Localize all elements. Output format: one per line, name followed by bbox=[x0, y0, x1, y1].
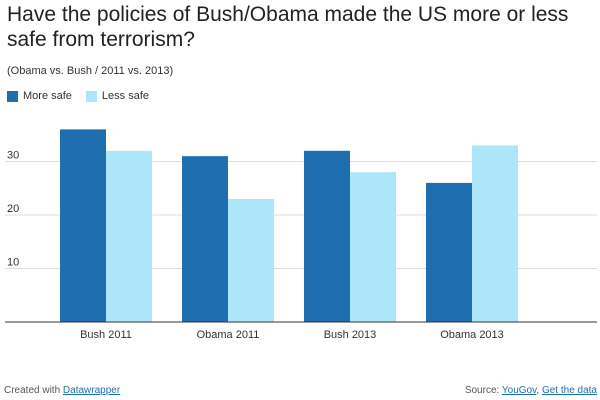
get-data-link[interactable]: Get the data bbox=[541, 385, 597, 396]
legend-label-less-safe: Less safe bbox=[101, 90, 150, 102]
bar-more-safe-bush-2011 bbox=[60, 129, 106, 322]
legend-label-more-safe: More safe bbox=[23, 90, 72, 102]
legend-swatch-more-safe bbox=[7, 90, 18, 102]
legend: More safe Less safe bbox=[7, 90, 163, 102]
legend-swatch-less-safe bbox=[85, 90, 97, 102]
legend-item-more-safe: More safe bbox=[7, 90, 72, 102]
bar-less-safe-bush-2013 bbox=[350, 172, 396, 322]
x-tick-label: Bush 2011 bbox=[80, 329, 132, 341]
footer-created-prefix: Created with bbox=[4, 385, 61, 396]
y-tick-label-30: 30 bbox=[7, 150, 19, 162]
source-link[interactable]: YouGov bbox=[501, 385, 537, 396]
chart-title: Have the policies of Bush/Obama made the… bbox=[7, 3, 569, 51]
footer-credit: Created with Datawrapper bbox=[4, 385, 120, 396]
x-tick-label: Obama 2013 bbox=[440, 329, 504, 341]
y-tick-label-10: 10 bbox=[7, 257, 19, 269]
legend-item-less-safe: Less safe bbox=[85, 90, 150, 102]
x-tick-label: Obama 2011 bbox=[197, 329, 260, 341]
bar-less-safe-bush-2011 bbox=[106, 150, 152, 322]
datawrapper-link[interactable]: Datawrapper bbox=[62, 385, 121, 396]
chart-subtitle: (Obama vs. Bush / 2011 vs. 2013) bbox=[7, 65, 174, 77]
y-tick-label-20: 20 bbox=[7, 203, 19, 215]
bar-less-safe-obama-2011 bbox=[228, 198, 274, 322]
bar-more-safe-obama-2011 bbox=[182, 156, 228, 322]
bar-more-safe-obama-2013 bbox=[426, 182, 472, 322]
x-tick-label: Bush 2013 bbox=[324, 329, 377, 341]
footer-source-prefix: Source: bbox=[464, 385, 500, 396]
bar-less-safe-obama-2013 bbox=[472, 145, 518, 322]
bar-more-safe-bush-2013 bbox=[304, 150, 350, 322]
bar-chart: 10 20 30 Bush 2011 Obama 2011 Bush 2013 Obama … bbox=[5, 129, 597, 341]
footer-source: Source: YouGov, Get the data bbox=[465, 385, 597, 396]
footer-separator: , bbox=[536, 385, 540, 396]
